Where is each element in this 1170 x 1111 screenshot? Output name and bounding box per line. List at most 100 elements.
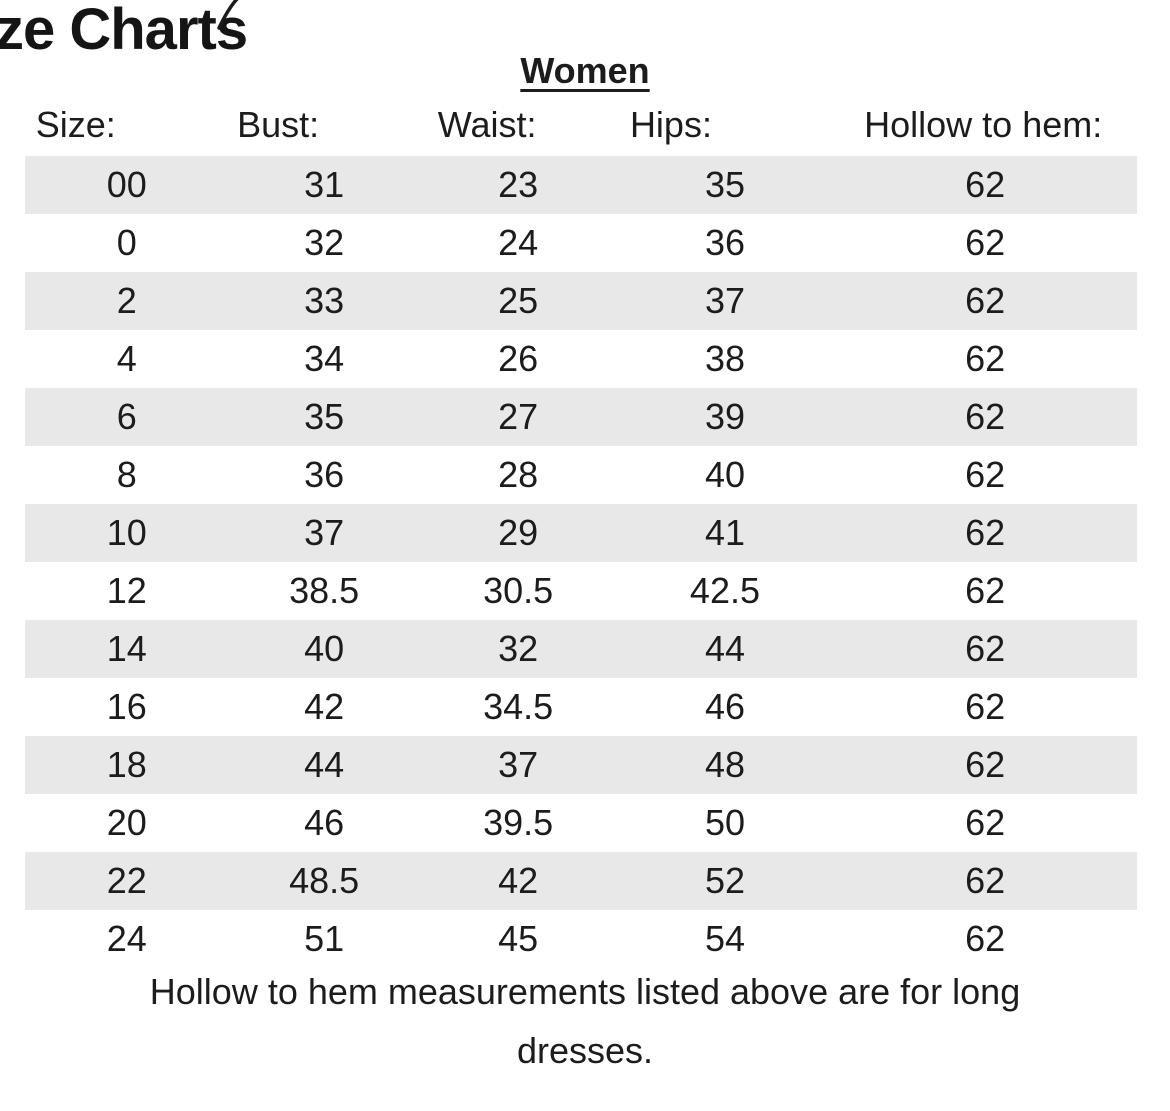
table-cell: 40 [704,454,745,495]
table-cell: 24 [106,918,147,959]
column-header-size: Size: [35,104,116,145]
table-cell: 46 [304,802,345,843]
table-cell: 31 [304,164,345,205]
table-cell: 41 [704,512,745,553]
table-cell: 29 [498,512,539,553]
table-row: 16 42 34.5 46 62 [25,678,1137,736]
table-cell: 30.5 [483,570,554,611]
table-row: 00 31 23 35 62 [25,156,1137,214]
table-cell: 36 [704,222,745,263]
table-row: 4 34 26 38 62 [25,330,1137,388]
column-header-hollow-to-hem: Hollow to hem: [864,104,1103,145]
table-cell: 62 [965,280,1006,321]
table-cell: 62 [965,860,1006,901]
table-cell: 48 [704,744,745,785]
table-cell: 44 [304,744,345,785]
footer-note-line-1: Hollow to hem measurements listed above … [149,971,1021,1012]
table-header-cell-bust: Bust: [228,94,419,156]
table-cell: 18 [106,744,147,785]
table-cell: 51 [304,918,345,959]
table-cell: 22 [106,860,147,901]
table-header-cell-hollow-to-hem: Hollow to hem: [833,94,1137,156]
table-cell: 8 [116,454,137,495]
page-title: ze Charts [0,0,248,62]
table-cell: 0 [116,222,137,263]
table-cell: 62 [965,454,1006,495]
table-row: 22 48.5 42 52 62 [25,852,1137,910]
table-cell: 6 [116,396,137,437]
table-cell: 54 [704,918,745,959]
table-cell: 2 [116,280,137,321]
table-cell: 34.5 [483,686,554,727]
table-cell: 62 [965,744,1006,785]
table-cell: 23 [498,164,539,205]
table-cell: 48.5 [289,860,360,901]
table-cell: 62 [965,628,1006,669]
table-cell: 37 [498,744,539,785]
table-cell: 24 [498,222,539,263]
table-cell: 52 [704,860,745,901]
table-cell: 62 [965,396,1006,437]
table-cell: 44 [704,628,745,669]
table-cell: 10 [106,512,147,553]
table-cell: 50 [704,802,745,843]
table-cell: 39.5 [483,802,554,843]
size-chart-table: Size: Bust: Waist: Hips: Hollow to hem: … [25,94,1137,968]
table-cell: 35 [704,164,745,205]
column-header-bust: Bust: [237,104,320,145]
table-cell: 62 [965,164,1006,205]
table-row: 10 37 29 41 62 [25,504,1137,562]
table-cell: 35 [304,396,345,437]
table-cell: 27 [498,396,539,437]
table-cell: 25 [498,280,539,321]
column-header-waist: Waist: [437,104,537,145]
table-cell: 33 [304,280,345,321]
table-cell: 62 [965,686,1006,727]
table-cell: 37 [704,280,745,321]
table-cell: 38 [704,338,745,379]
section-heading: Women [0,50,1170,92]
table-row: 6 35 27 39 62 [25,388,1137,446]
table-cell: 12 [106,570,147,611]
table-row: 18 44 37 48 62 [25,736,1137,794]
table-cell: 32 [498,628,539,669]
table-cell: 34 [304,338,345,379]
table-row: 12 38.5 30.5 42.5 62 [25,562,1137,620]
column-header-hips: Hips: [629,104,712,145]
table-cell: 42.5 [689,570,760,611]
table-cell: 36 [304,454,345,495]
table-cell: 37 [304,512,345,553]
table-cell: 45 [498,918,539,959]
size-table-body: 00 31 23 35 62 0 32 24 36 62 2 33 25 37 62 4 34 26 38 62 6 35… [25,156,1137,968]
table-cell: 42 [498,860,539,901]
footer-note: Hollow to hem measurements listed above … [0,962,1170,1080]
pen-stroke-icon [217,0,239,30]
table-header-cell-waist: Waist: [420,94,617,156]
table-row: 8 36 28 40 62 [25,446,1137,504]
table-header-cell-size: Size: [25,94,228,156]
table-cell: 62 [965,512,1006,553]
table-cell: 62 [965,918,1006,959]
table-cell: 00 [106,164,147,205]
table-header-cell-hips: Hips: [617,94,834,156]
table-cell: 42 [304,686,345,727]
table-cell: 62 [965,338,1006,379]
table-row: 14 40 32 44 62 [25,620,1137,678]
table-cell: 28 [498,454,539,495]
table-cell: 40 [304,628,345,669]
table-cell: 20 [106,802,147,843]
table-row: 20 46 39.5 50 62 [25,794,1137,852]
table-cell: 62 [965,802,1006,843]
table-cell: 39 [704,396,745,437]
table-row: 2 33 25 37 62 [25,272,1137,330]
table-header-row: Size: Bust: Waist: Hips: Hollow to hem: [25,94,1137,156]
table-row: 0 32 24 36 62 [25,214,1137,272]
section-heading-women: Women [520,50,650,91]
table-row: 24 51 45 54 62 [25,910,1137,968]
table-cell: 4 [116,338,137,379]
table-cell: 38.5 [289,570,360,611]
table-cell: 16 [106,686,147,727]
footer-note-line-2: dresses. [516,1030,654,1071]
table-cell: 62 [965,222,1006,263]
